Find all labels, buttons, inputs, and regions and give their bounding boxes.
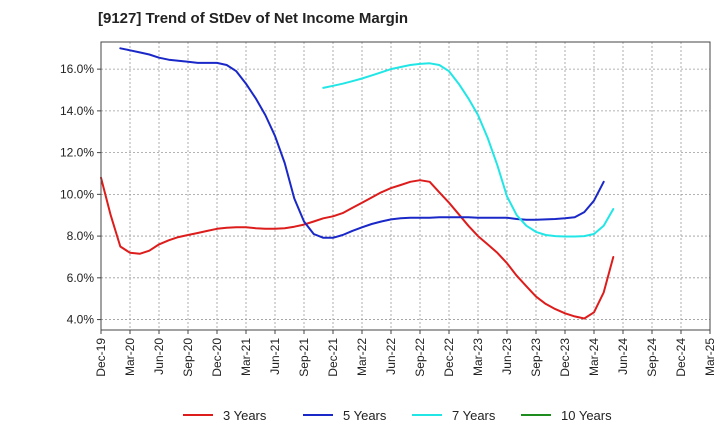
- legend-swatch: [183, 414, 213, 416]
- series-line-3-years: [100, 176, 615, 320]
- legend-item-7-years: 7 Years: [412, 400, 495, 430]
- y-axis-ticks: 4.0% 6.0% 8.0% 10.0% 12.0% 14.0% 16.0%: [60, 62, 101, 327]
- legend-swatch: [521, 414, 551, 416]
- y-tick-label: 8.0%: [67, 229, 95, 243]
- x-tick-label: Mar-20: [123, 338, 137, 376]
- x-tick-label: Dec-19: [94, 338, 108, 377]
- x-tick-label: Jun-20: [152, 338, 166, 375]
- legend-swatch: [303, 414, 333, 416]
- x-tick-label: Sep-23: [529, 338, 543, 377]
- x-tick-label: Dec-24: [674, 338, 688, 377]
- legend: 3 Years 5 Years 7 Years 10 Years: [0, 400, 720, 430]
- x-tick-label: Jun-22: [384, 338, 398, 375]
- legend-item-10-years: 10 Years: [521, 400, 612, 430]
- x-tick-label: Dec-20: [210, 338, 224, 377]
- series-lines: [100, 47, 615, 320]
- x-tick-label: Sep-21: [297, 338, 311, 377]
- y-tick-label: 14.0%: [60, 104, 94, 118]
- x-tick-label: Dec-22: [442, 338, 456, 377]
- x-tick-label: Mar-23: [471, 338, 485, 376]
- series-line-5-years: [119, 47, 605, 239]
- legend-label: 3 Years: [223, 407, 267, 423]
- legend-swatch: [412, 414, 442, 416]
- x-tick-label: Mar-25: [703, 338, 717, 376]
- x-tick-label: Sep-20: [181, 338, 195, 377]
- y-tick-label: 4.0%: [67, 313, 95, 327]
- gridlines: [100, 42, 711, 330]
- x-tick-label: Jun-24: [616, 338, 630, 375]
- x-tick-label: Sep-22: [413, 338, 427, 377]
- x-tick-label: Dec-23: [558, 338, 572, 377]
- x-tick-label: Mar-21: [239, 338, 253, 376]
- chart-title: [9127] Trend of StDev of Net Income Marg…: [98, 10, 409, 27]
- y-tick-label: 6.0%: [67, 271, 95, 285]
- y-tick-label: 12.0%: [60, 146, 94, 160]
- x-tick-label: Jun-23: [500, 338, 514, 375]
- series-line-7-years: [322, 62, 615, 238]
- y-tick-label: 10.0%: [60, 187, 94, 201]
- y-tick-label: 16.0%: [60, 62, 94, 76]
- legend-label: 10 Years: [561, 407, 612, 423]
- legend-item-3-years: 3 Years: [183, 400, 266, 430]
- legend-item-5-years: 5 Years: [303, 400, 386, 430]
- x-tick-label: Mar-24: [587, 338, 601, 376]
- plot-area-frame: [100, 41, 711, 331]
- x-tick-label: Dec-21: [326, 338, 340, 377]
- legend-label: 5 Years: [343, 407, 387, 423]
- x-tick-label: Sep-24: [645, 338, 659, 377]
- x-tick-label: Mar-22: [355, 338, 369, 376]
- x-axis-ticks: Dec-19 Mar-20 Jun-20 Sep-20 Dec-20 Mar-21 Jun-…: [94, 330, 717, 377]
- x-tick-label: Jun-21: [268, 338, 282, 375]
- legend-label: 7 Years: [452, 407, 496, 423]
